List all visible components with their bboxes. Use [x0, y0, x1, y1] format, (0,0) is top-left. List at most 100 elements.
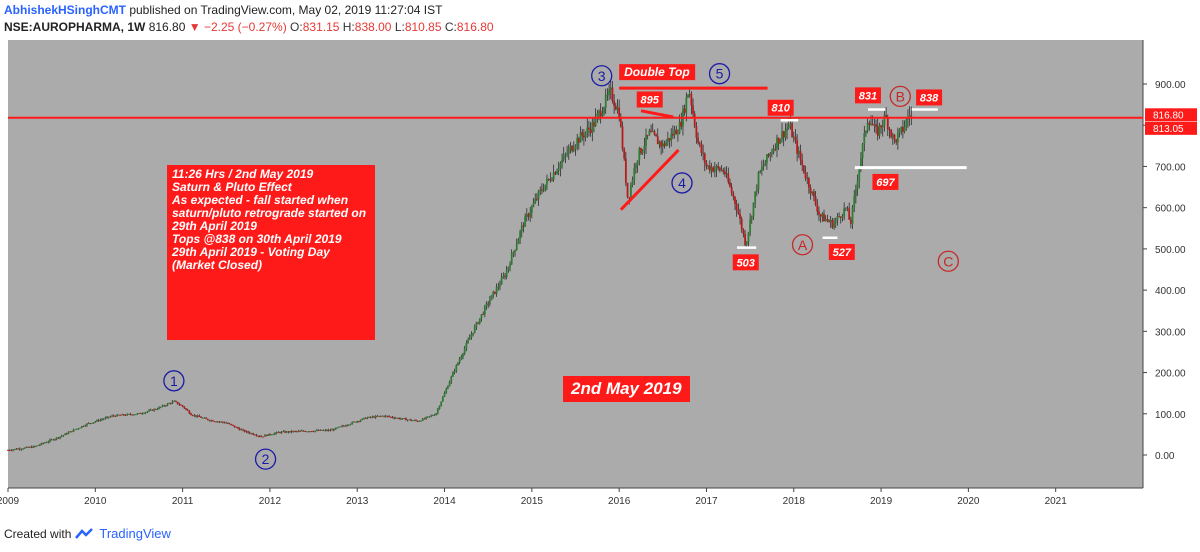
- candle-body: [164, 405, 167, 407]
- candle-body: [811, 191, 814, 194]
- candle-body: [675, 129, 678, 135]
- candle-body: [495, 287, 498, 294]
- candle-body: [562, 154, 565, 160]
- candle-body: [460, 356, 463, 360]
- x-tick-label: 2017: [695, 496, 718, 507]
- candle-body: [376, 416, 379, 417]
- candle-body: [703, 153, 706, 164]
- candle-body: [7, 450, 9, 451]
- candle-body: [384, 415, 387, 417]
- candle-body: [77, 428, 80, 430]
- candle-body: [535, 198, 538, 200]
- candle-body: [621, 126, 624, 149]
- candle-body: [183, 406, 186, 409]
- candle-body: [116, 414, 119, 417]
- candle-body: [636, 160, 639, 166]
- candle-body: [180, 404, 182, 406]
- candle-body: [65, 433, 68, 435]
- candle-body: [608, 89, 610, 95]
- candle-body: [255, 435, 258, 436]
- x-tick-label: 2013: [346, 496, 369, 507]
- candle-body: [129, 414, 132, 415]
- candle-body: [876, 126, 879, 136]
- price-tag: 503: [737, 257, 755, 269]
- down-arrow-icon: ▼: [188, 20, 201, 34]
- author-name[interactable]: AbhishekHSinghCMT: [4, 3, 126, 17]
- candle-body: [801, 159, 804, 166]
- candle-body: [190, 413, 192, 416]
- candle-body: [86, 423, 88, 426]
- candle-body: [865, 131, 867, 134]
- candle-body: [28, 446, 31, 448]
- candle-body: [613, 100, 616, 106]
- candle-body: [520, 225, 523, 232]
- candle-body: [744, 234, 746, 245]
- candle-body: [606, 94, 609, 96]
- candle-body: [769, 153, 772, 156]
- low-label: L:: [394, 20, 405, 34]
- candle-body: [792, 136, 795, 138]
- candle-body: [816, 204, 819, 212]
- candle-body: [755, 189, 758, 192]
- candle-body: [8, 450, 11, 451]
- candle-body: [663, 143, 666, 146]
- candle-body: [455, 365, 458, 371]
- candle-body: [344, 425, 347, 427]
- candle-body: [23, 447, 26, 449]
- candle-body: [263, 434, 266, 437]
- candle-body: [107, 416, 110, 418]
- candle-body: [156, 408, 159, 410]
- candle-body: [690, 93, 693, 106]
- candle-body: [114, 415, 117, 417]
- candle-body: [598, 110, 600, 114]
- candle-body: [470, 334, 473, 338]
- candle-body: [119, 415, 122, 416]
- footer: Created with TradingView: [4, 526, 171, 541]
- last-price: 816.80: [148, 20, 186, 34]
- candle-body: [482, 314, 485, 316]
- candle-body: [161, 405, 164, 407]
- corrective-label: B: [896, 88, 905, 104]
- candle-body: [813, 191, 815, 197]
- candle-body: [500, 277, 503, 285]
- candle-body: [468, 337, 471, 340]
- high-value: 838.00: [354, 20, 392, 34]
- candle-body: [280, 431, 283, 433]
- candle-body: [211, 420, 214, 422]
- candle-body: [680, 121, 683, 127]
- candle-body: [569, 146, 572, 150]
- price-axis-badge-label: 816.80: [1153, 110, 1184, 121]
- candle-body: [233, 425, 236, 428]
- price-axis[interactable]: [1143, 40, 1200, 488]
- candle-body: [122, 414, 125, 416]
- candle-body: [272, 434, 275, 436]
- y-tick-label: 700.00: [1155, 162, 1186, 173]
- wave-label: 2: [262, 451, 270, 467]
- candle-body: [92, 422, 95, 424]
- x-tick-label: 2012: [259, 496, 282, 507]
- candle-body: [905, 119, 908, 127]
- candle-body: [222, 421, 224, 423]
- candle-body: [870, 124, 872, 125]
- candle-body: [391, 416, 394, 418]
- candle-body: [153, 409, 155, 411]
- candle-body: [133, 414, 135, 416]
- candle-body: [349, 423, 352, 425]
- candle-body: [418, 421, 421, 422]
- candle-body: [368, 416, 370, 418]
- candle-body: [640, 148, 642, 154]
- candle-body: [896, 133, 899, 143]
- candle-body: [549, 178, 552, 181]
- open-value: 831.15: [302, 20, 340, 34]
- corrective-label: C: [943, 253, 953, 269]
- candle-body: [902, 126, 904, 132]
- candle-body: [757, 172, 760, 190]
- tradingview-brand[interactable]: TradingView: [99, 526, 171, 541]
- time-axis[interactable]: [0, 488, 1200, 525]
- candle-body: [149, 409, 152, 411]
- candle-body: [786, 128, 788, 131]
- candle-body: [480, 314, 483, 319]
- candle-body: [517, 239, 520, 245]
- candle-body: [169, 403, 172, 405]
- candle-body: [379, 415, 382, 417]
